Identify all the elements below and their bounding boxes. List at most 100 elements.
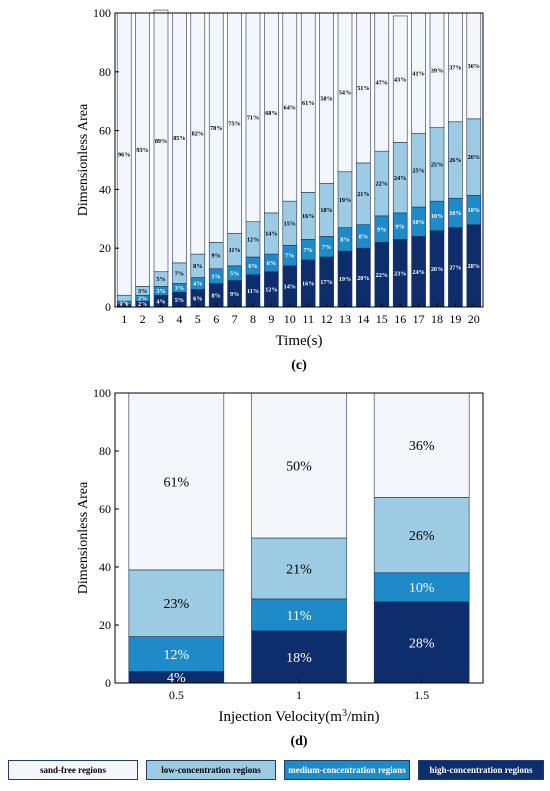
data-label: 71% <box>247 115 259 122</box>
x-tick-label: 9 <box>268 312 274 326</box>
data-label: 14% <box>284 284 296 291</box>
figure: 1%1%96%2%2%3%93%4%3%5%89%5%3%7%85%6%4%8%… <box>76 6 484 749</box>
y-tick-label: 100 <box>93 6 111 20</box>
y-tick-label: 0 <box>105 300 111 314</box>
data-label: 75% <box>228 120 240 127</box>
data-label: 6% <box>193 295 202 302</box>
x-axis-label: Time(s) <box>276 333 323 349</box>
bar-segment <box>128 636 225 672</box>
data-label: 50% <box>286 459 312 474</box>
data-label: 27% <box>449 264 461 271</box>
x-tick-label: 5 <box>195 312 201 326</box>
data-label: 9% <box>377 226 386 233</box>
data-label: 10% <box>431 213 443 220</box>
x-tick-label: 7 <box>232 312 238 326</box>
x-tick-label: 0.5 <box>169 688 184 702</box>
data-label: 47% <box>376 79 388 86</box>
legend-item-low-concentration: low-concentration regions <box>146 760 276 780</box>
y-tick-label: 0 <box>105 676 111 690</box>
bar-segment <box>251 630 347 684</box>
x-tick-label: 19 <box>449 312 461 326</box>
bar-segment <box>373 392 470 498</box>
x-axis-label: Injection Velocity(m3/min) <box>219 708 380 725</box>
data-label: 25% <box>431 162 443 169</box>
data-label: 3% <box>138 288 147 295</box>
chart-panel: 4% 12% 23% 61% 18% 11% 21% 50% 28% 10% 26% 36% 0 20 40… <box>76 386 484 749</box>
data-label: 23% <box>163 597 189 612</box>
x-axis-label-superscript: 3 <box>342 708 347 719</box>
data-label: 61% <box>302 100 314 107</box>
data-label: 10% <box>409 581 435 596</box>
x-tick-label: 13 <box>339 312 351 326</box>
data-label: 43% <box>394 76 406 83</box>
data-label: 18% <box>320 207 332 214</box>
chart-panel: 1%1%96%2%2%3%93%4%3%5%89%5%3%7%85%6%4%8%… <box>76 6 484 373</box>
y-axis-label: Dimensionless Area <box>76 103 91 216</box>
data-label: 7% <box>175 270 184 277</box>
data-label: 7% <box>322 244 331 251</box>
data-label: 8% <box>193 263 202 270</box>
data-label: 9% <box>396 223 405 230</box>
data-label: 15% <box>284 220 296 227</box>
data-label: 11% <box>247 288 259 295</box>
x-axis-label-main: Injection Velocity(m <box>219 709 343 725</box>
data-label: 41% <box>412 70 424 77</box>
data-label: 9% <box>230 291 239 298</box>
x-tick-label: 3 <box>158 312 164 326</box>
data-label: 25% <box>412 167 424 174</box>
data-label: 26% <box>449 157 461 164</box>
data-label: 3% <box>175 285 184 292</box>
data-label: 21% <box>286 562 312 577</box>
legend-item-medium-concentration: medium-concentration regions <box>284 760 410 780</box>
data-label: 19% <box>339 197 351 204</box>
legend-label: medium-concentration regions <box>288 765 406 775</box>
legend-label: sand-free regions <box>40 765 106 775</box>
bar-segment <box>153 9 169 273</box>
x-tick-label: 11 <box>302 312 314 326</box>
data-label: 22% <box>376 272 388 279</box>
y-tick-label: 100 <box>93 386 111 400</box>
data-label: 26% <box>431 266 443 273</box>
bar-segment <box>128 392 225 571</box>
data-label: 5% <box>175 297 184 304</box>
data-label: 39% <box>431 68 443 75</box>
x-tick-label: 20 <box>468 312 480 326</box>
data-label: 22% <box>376 181 388 188</box>
x-tick-label: 14 <box>357 312 369 326</box>
data-label: 37% <box>449 65 461 72</box>
legend-item-sand-free: sand-free regions <box>8 760 138 780</box>
x-tick-label: 10 <box>284 312 296 326</box>
data-label: 6% <box>267 260 276 267</box>
x-tick-label: 1 <box>296 688 302 702</box>
data-label: 8% <box>212 292 221 299</box>
data-label: 10% <box>412 219 424 226</box>
x-tick-label: 8 <box>250 312 256 326</box>
bar-segment <box>392 15 408 143</box>
data-label: 12% <box>265 287 277 294</box>
data-label: 14% <box>265 231 277 238</box>
x-axis-label-end: /min) <box>347 709 380 725</box>
x-tick-label: 4 <box>176 312 182 326</box>
data-label: 9% <box>212 253 221 260</box>
data-label: 68% <box>265 110 277 117</box>
data-label: 28% <box>409 636 435 651</box>
data-label: 24% <box>394 175 406 182</box>
data-label: 20% <box>357 275 369 282</box>
data-label: 64% <box>284 104 296 111</box>
data-label: 36% <box>468 63 480 70</box>
y-tick-label: 60 <box>99 502 111 516</box>
data-label: 26% <box>409 529 435 544</box>
data-label: 36% <box>409 439 435 454</box>
data-label: 23% <box>394 270 406 277</box>
data-label: 12% <box>163 648 189 663</box>
data-label: 2% <box>138 295 147 302</box>
data-label: 8% <box>340 237 349 244</box>
y-tick-label: 60 <box>99 124 111 138</box>
panel-label: (d) <box>290 734 307 749</box>
data-label: 85% <box>173 135 185 142</box>
data-label: 24% <box>412 269 424 276</box>
legend: sand-free regions low-concentration regi… <box>0 760 550 782</box>
bar-segment <box>251 392 347 539</box>
data-label: 89% <box>155 138 167 145</box>
data-label: 17% <box>320 279 332 286</box>
